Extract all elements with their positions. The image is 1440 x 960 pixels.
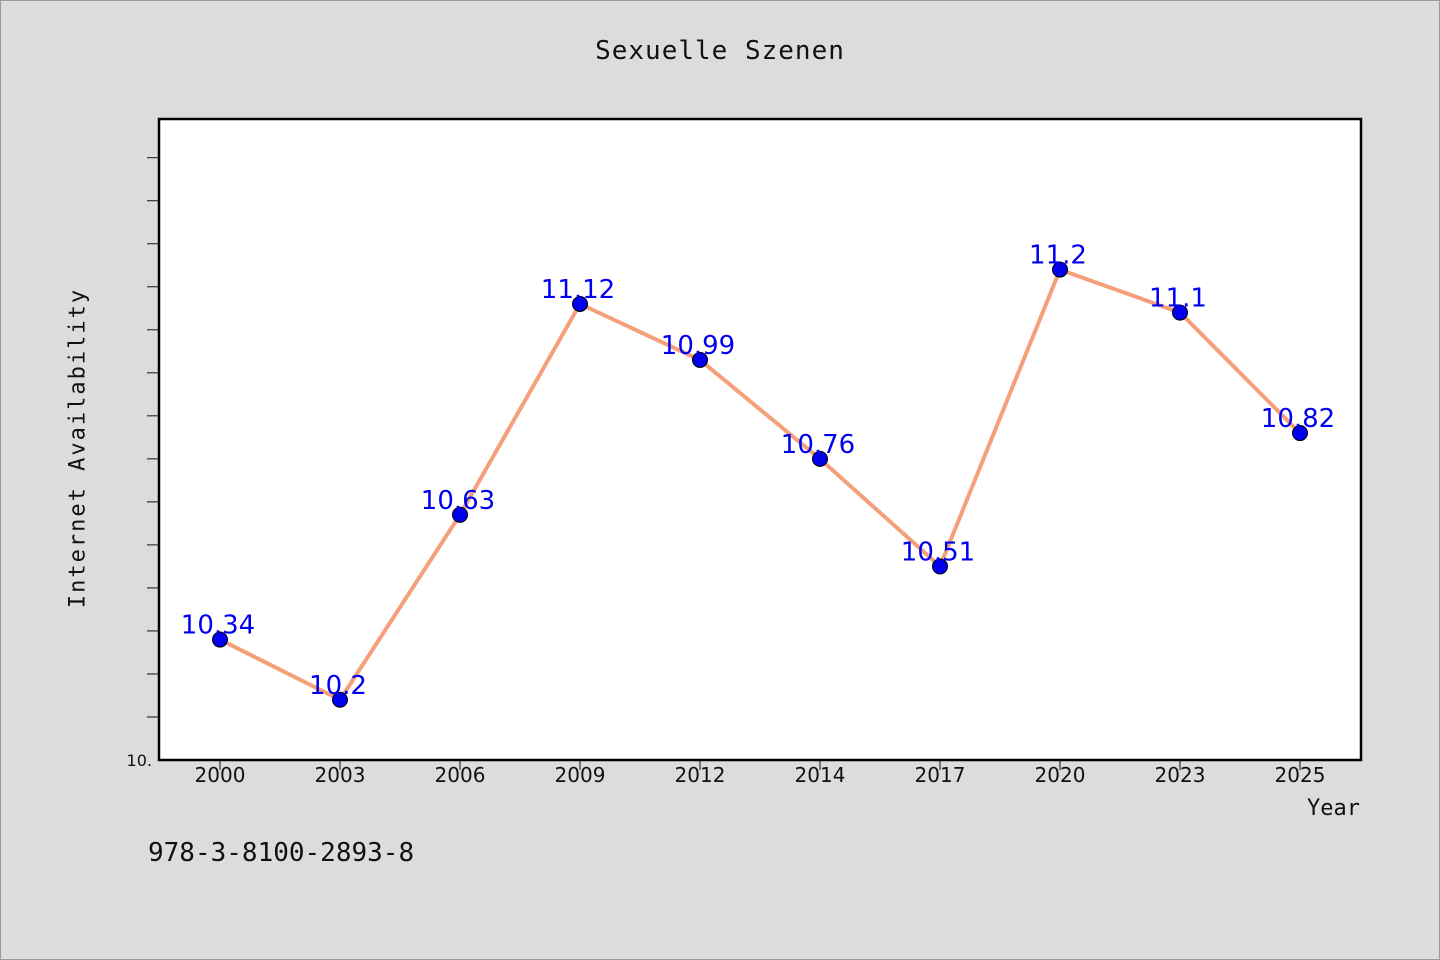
data-label: 10.82 — [1261, 404, 1335, 434]
x-tick-label: 2017 — [915, 763, 966, 787]
data-label: 10.99 — [661, 331, 735, 361]
x-tick-label: 2014 — [795, 763, 846, 787]
data-point — [1172, 304, 1188, 321]
data-label: 10.51 — [901, 537, 975, 567]
data-point — [932, 558, 948, 575]
data-label: 11.1 — [1149, 284, 1207, 314]
data-label: 10.34 — [181, 611, 255, 641]
isbn-note: 978-3-8100-2893-8 — [148, 838, 415, 868]
data-point — [452, 506, 468, 523]
data-labels: 10.34 10.2 10.63 11.12 10.99 10.76 10.51 11.2 11… — [181, 241, 1335, 701]
data-label: 10.2 — [309, 671, 367, 701]
x-axis-title: Year — [1307, 796, 1360, 821]
x-tick-label: 2000 — [195, 763, 246, 787]
x-tick-label: 2020 — [1035, 763, 1086, 787]
chart-title: Sexuelle Szenen — [595, 36, 845, 66]
x-tick-label: 2023 — [1155, 763, 1206, 787]
x-tick-label: 2006 — [435, 763, 486, 787]
data-points — [212, 261, 1308, 708]
plot-area — [157, 117, 1363, 762]
data-point — [212, 631, 228, 648]
data-point — [332, 691, 348, 708]
data-point — [1292, 425, 1308, 442]
x-tick-label: 2009 — [555, 763, 606, 787]
x-tick-label: 2012 — [675, 763, 726, 787]
data-label: 11.12 — [541, 275, 615, 305]
data-point — [812, 450, 828, 467]
x-tick-label: 2025 — [1275, 763, 1326, 787]
data-label: 10.76 — [781, 430, 855, 460]
x-tick-label: 2003 — [315, 763, 366, 787]
series-line — [219, 267, 1302, 702]
data-label: 10.63 — [421, 486, 495, 516]
x-axis-ticks: 2000 2003 2006 2009 2012 2014 2017 2020 2023 2025 — [195, 760, 1326, 787]
data-label: 11.2 — [1029, 241, 1087, 271]
y-min-tick-label: 10. — [127, 751, 152, 770]
y-axis-ticks: 10. — [127, 157, 159, 770]
data-point — [1052, 261, 1068, 278]
data-point — [692, 351, 708, 368]
data-point — [572, 295, 588, 312]
